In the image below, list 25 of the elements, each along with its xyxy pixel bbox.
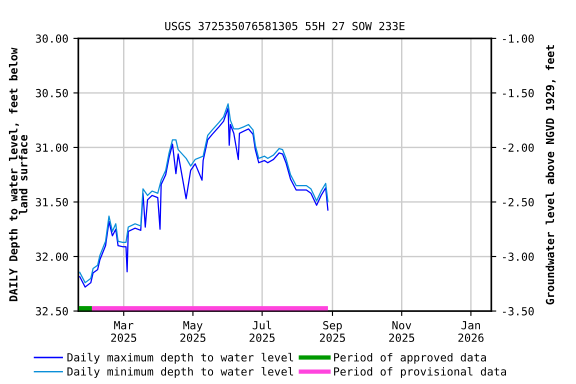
y2-tick-label: -2.00 bbox=[502, 143, 534, 152]
legend-label: Period of approved data bbox=[334, 352, 486, 364]
legend-label: Daily maximum depth to water level bbox=[67, 352, 294, 364]
x-tick-label: May 2025 bbox=[180, 321, 206, 342]
x-tick-label: Jul 2025 bbox=[250, 320, 275, 342]
x-tick-label: Sep 2025 bbox=[320, 321, 345, 342]
y2-tick-label: -3.00 bbox=[502, 252, 534, 261]
y2-tick-label: -1.50 bbox=[502, 88, 534, 98]
x-tick-label: Mar 2025 bbox=[111, 321, 136, 342]
y-axis-title: DAILY Depth to water level, feet below land surface bbox=[8, 48, 28, 302]
y2-tick-label: -2.50 bbox=[502, 198, 534, 206]
y2-tick-label: -3.50 bbox=[502, 307, 534, 316]
y-tick-label: 32.50 bbox=[36, 307, 68, 316]
y-tick-label: 32.00 bbox=[36, 252, 68, 261]
x-tick-label: Nov 2025 bbox=[389, 321, 414, 342]
y2-axis-title: Groundwater level above NGVD 1929, feet bbox=[546, 45, 556, 305]
x-tick-label: Jan 2026 bbox=[458, 321, 484, 342]
y-tick-label: 30.00 bbox=[36, 34, 68, 43]
y-tick-label: 31.50 bbox=[36, 198, 68, 206]
y2-tick-label: -1.00 bbox=[502, 34, 534, 43]
y-tick-label: 31.00 bbox=[36, 143, 68, 152]
y-tick-label: 30.50 bbox=[36, 88, 68, 98]
chart-title: USGS 372535076581305 55H 27 SOW 233E bbox=[165, 22, 405, 30]
legend-label: Daily minimum depth to water level bbox=[67, 367, 294, 378]
legend-label: Period of provisional data bbox=[334, 367, 506, 378]
